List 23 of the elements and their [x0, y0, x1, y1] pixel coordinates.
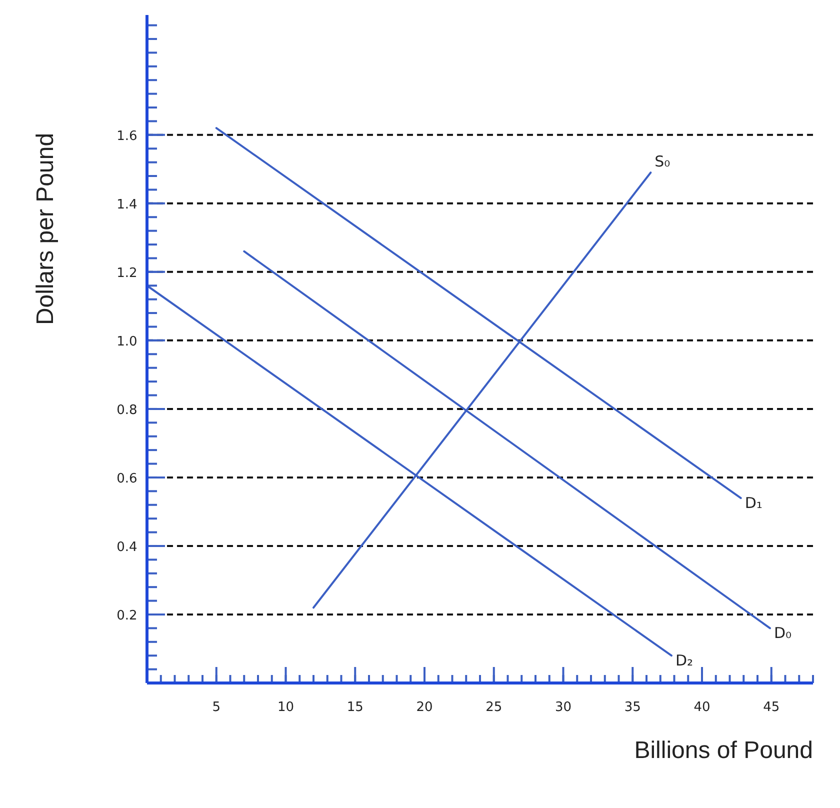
- x-tick-label: 10: [277, 700, 294, 715]
- y-tick-label: 1.0: [116, 334, 138, 350]
- x-tick-label: 45: [763, 700, 780, 715]
- series-label: D₀: [774, 624, 792, 642]
- y-tick-label: 1.2: [116, 266, 138, 281]
- x-tick-label: 5: [212, 700, 221, 715]
- x-tick-label: 35: [624, 700, 641, 715]
- x-tick-label: 40: [694, 700, 710, 715]
- x-tick-label: 30: [554, 700, 572, 715]
- y-tick-label: 0.6: [116, 471, 138, 486]
- y-tick-label: 0.8: [116, 402, 138, 418]
- y-tick-label: 0.2: [116, 608, 138, 624]
- x-tick-label: 15: [346, 700, 364, 715]
- x-tick-label: 25: [486, 700, 502, 715]
- y-tick-label: 1.4: [116, 197, 138, 212]
- series-label: S₀: [654, 152, 670, 171]
- y-axis-title: Dollars per Pound: [32, 132, 59, 326]
- series-label: D₂: [675, 652, 694, 670]
- y-tick-label: 1.6: [116, 128, 138, 144]
- series-label: D₁: [744, 494, 762, 512]
- y-tick-label: 0.4: [116, 540, 138, 555]
- x-axis-title: Billions of Pound: [634, 737, 813, 764]
- x-tick-label: 20: [416, 700, 433, 715]
